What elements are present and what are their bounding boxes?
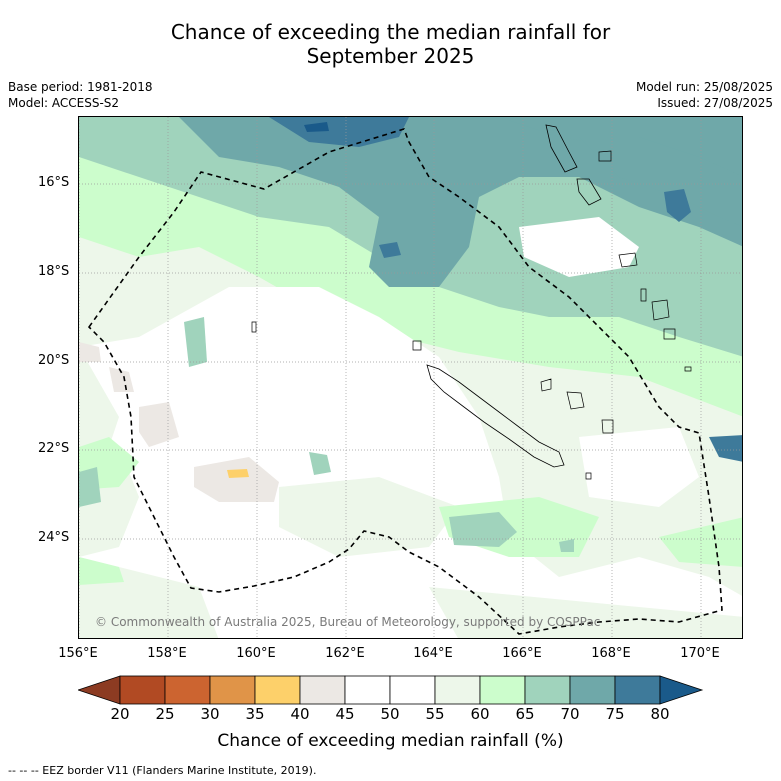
- colorbar-segment: [524, 675, 571, 705]
- lat-label-18s: 18°S: [38, 264, 70, 279]
- colorbar-tick-label: 30: [200, 705, 220, 723]
- lat-label-22s: 22°S: [38, 441, 70, 456]
- island-belep: [412, 340, 422, 351]
- colorbar-tick-label: 40: [290, 705, 310, 723]
- region-65-70-mid: [309, 452, 331, 475]
- colorbar-segment: [209, 675, 256, 705]
- island-espiritu-santo: [545, 124, 578, 173]
- colorbar-tick-label: 65: [515, 705, 535, 723]
- colorbar-segment: [389, 675, 436, 705]
- colorbar-segment: [434, 675, 481, 705]
- colorbar: [78, 675, 704, 705]
- lon-label-158e: 158°E: [147, 646, 187, 661]
- colorbar-tick-label: 45: [335, 705, 355, 723]
- colorbar-tick-label: 80: [650, 705, 670, 723]
- region-75-80: [269, 117, 409, 147]
- issued-date: Issued: 27/08/2025: [657, 96, 773, 110]
- colorbar-segment: [344, 675, 391, 705]
- region-40-45-c: [194, 457, 279, 502]
- region-45-55-east: [579, 427, 699, 507]
- colorbar-tick-label: 25: [155, 705, 175, 723]
- region-55-60-south: [279, 477, 459, 557]
- island-lifou: [566, 391, 585, 410]
- colorbar-segment: [119, 675, 166, 705]
- region-40-45-d: [79, 342, 101, 362]
- island-erromango: [651, 299, 670, 321]
- colorbar-tick-label: 35: [245, 705, 265, 723]
- region-65-70-s: [449, 512, 517, 547]
- island-chesterfield: [251, 321, 257, 333]
- region-80-plus: [304, 122, 329, 132]
- colorbar-segment: [614, 675, 661, 705]
- model-run: Model run: 25/08/2025: [635, 80, 773, 94]
- region-40-45-b: [139, 402, 179, 447]
- map-canvas: [79, 117, 742, 638]
- colorbar-tick-label: 55: [425, 705, 445, 723]
- island-aneityum: [684, 366, 692, 372]
- island-new-caledonia: [426, 364, 565, 468]
- map-title-line2: September 2025: [306, 44, 475, 68]
- region-35-40: [227, 469, 249, 478]
- copyright-notice: © Commonwealth of Australia 2025, Bureau…: [95, 615, 601, 629]
- lon-label-160e: 160°E: [236, 646, 276, 661]
- colorbar-tick-label: 70: [560, 705, 580, 723]
- region-55-60-bottom: [429, 587, 742, 638]
- eez-footnote: -- -- -- EEZ border V11 (Flanders Marine…: [8, 764, 317, 777]
- colorbar-segment: [254, 675, 301, 705]
- colorbar-segment: [479, 675, 526, 705]
- region-45-55-south: [79, 287, 742, 638]
- lat-label-16s: 16°S: [38, 175, 70, 190]
- colorbar-tick-label: 50: [380, 705, 400, 723]
- region-75-80-se: [709, 435, 742, 462]
- region-70-75: [179, 117, 742, 287]
- colorbar-tick-label: 75: [605, 705, 625, 723]
- lon-label-170e: 170°E: [680, 646, 720, 661]
- island-small-vanuatu: [640, 288, 647, 302]
- model-name: Model: ACCESS-S2: [8, 96, 120, 110]
- lon-label-168e: 168°E: [591, 646, 631, 661]
- colorbar-extend-high: [659, 675, 704, 705]
- colorbar-segment: [299, 675, 346, 705]
- region-65-70-w: [79, 467, 101, 507]
- island-ambae: [598, 150, 612, 162]
- colorbar-segment: [569, 675, 616, 705]
- colorbar-tick-label: 60: [470, 705, 490, 723]
- colorbar-title: Chance of exceeding median rainfall (%): [217, 731, 564, 751]
- region-65-70-nw: [184, 317, 207, 367]
- island-ouvea: [540, 378, 552, 392]
- island-tanna: [663, 328, 676, 340]
- region-65-70-small: [559, 539, 574, 552]
- lat-label-24s: 24°S: [38, 530, 70, 545]
- region-60-65-sw2: [79, 557, 124, 585]
- lat-label-20s: 20°S: [38, 353, 70, 368]
- lon-label-166e: 166°E: [502, 646, 542, 661]
- region-45-55-north: [519, 217, 639, 277]
- region-75-80-east: [664, 189, 691, 222]
- base-period: Base period: 1981-2018: [8, 80, 153, 94]
- rainfall-map: © Commonwealth of Australia 2025, Bureau…: [78, 116, 743, 639]
- map-gridlines: [79, 117, 742, 638]
- region-60-65-se: [659, 517, 742, 567]
- island-efate: [618, 252, 638, 268]
- island-mare: [601, 419, 614, 434]
- colorbar-tick-label: 20: [110, 705, 130, 723]
- region-40-45-a: [109, 367, 134, 392]
- island-malekula: [576, 178, 602, 206]
- colorbar-segment: [164, 675, 211, 705]
- region-75-80-mid: [379, 242, 401, 258]
- lon-label-164e: 164°E: [413, 646, 453, 661]
- map-title-line1: Chance of exceeding the median rainfall …: [170, 20, 611, 44]
- lon-label-162e: 162°E: [325, 646, 365, 661]
- lon-label-156e: 156°E: [58, 646, 98, 661]
- island-ile-des-pins: [585, 472, 592, 480]
- colorbar-extend-low: [78, 675, 121, 705]
